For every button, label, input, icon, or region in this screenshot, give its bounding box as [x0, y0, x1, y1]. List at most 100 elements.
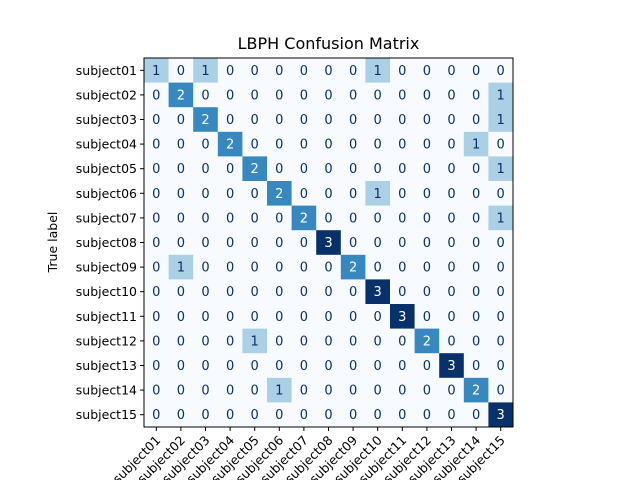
cell-value-label: 0 [275, 211, 283, 226]
cell-value-label: 0 [275, 236, 283, 251]
heatmap-cell [291, 304, 317, 329]
cell-value-label: 0 [177, 334, 185, 349]
heatmap-cell [365, 82, 391, 108]
cell-value-label: 3 [497, 408, 505, 423]
heatmap-cells: 1 0 1 0 0 0 0 0 0 1 0 0 0 0 0 0 2 0 0 0 0 0 0 0 0 0 0 0 0 1 0 0 2 0 0 0 0 0 0 0… [144, 58, 514, 428]
cell-value-label: 0 [349, 236, 357, 251]
cell-value-label: 0 [423, 408, 431, 423]
heatmap-cell [365, 279, 391, 305]
cell-value-label: 0 [201, 359, 209, 374]
heatmap-cell [193, 131, 219, 157]
cell-value-label: 0 [447, 64, 455, 79]
cell-value-label: 0 [152, 261, 160, 276]
cell-value-label: 0 [447, 261, 455, 276]
heatmap-cell [316, 279, 342, 305]
cell-value-label: 0 [447, 310, 455, 325]
heatmap-cell [488, 205, 514, 231]
cell-value-label: 0 [177, 236, 185, 251]
heatmap-cell [168, 279, 194, 305]
heatmap-cell [439, 58, 465, 83]
heatmap-cell [168, 304, 194, 329]
cell-value-label: 0 [472, 261, 480, 276]
heatmap-cell [144, 82, 169, 108]
y-tick-label: subject07 [76, 210, 137, 225]
cell-value-label: 0 [497, 138, 505, 153]
cell-value-label: 0 [251, 187, 259, 202]
heatmap-cell [340, 181, 366, 206]
cell-value-label: 0 [497, 261, 505, 276]
cell-value-label: 0 [275, 310, 283, 325]
cell-value-label: 0 [447, 408, 455, 423]
heatmap-cell [340, 82, 366, 108]
cell-value-label: 2 [226, 138, 234, 153]
cell-value-label: 0 [374, 408, 382, 423]
heatmap-cell [193, 254, 219, 280]
cell-value-label: 1 [201, 64, 209, 79]
cell-value-label: 0 [177, 138, 185, 153]
cell-value-label: 2 [177, 88, 185, 103]
heatmap-cell [217, 328, 243, 354]
cell-value-label: 0 [177, 384, 185, 399]
cell-value-label: 0 [201, 261, 209, 276]
heatmap-cell [316, 156, 342, 182]
cell-value-label: 0 [275, 64, 283, 79]
heatmap-cell [340, 156, 366, 182]
cell-value-label: 0 [324, 408, 332, 423]
cell-value-label: 0 [423, 64, 431, 79]
heatmap-cell [488, 107, 514, 133]
cell-value-label: 0 [447, 162, 455, 177]
cell-value-label: 0 [300, 359, 308, 374]
heatmap-cell [193, 353, 219, 379]
cell-value-label: 0 [201, 138, 209, 153]
cell-value-label: 1 [374, 187, 382, 202]
heatmap-cell [390, 205, 415, 231]
cell-value-label: 0 [251, 310, 259, 325]
heatmap-cell [217, 107, 243, 133]
cell-value-label: 0 [398, 359, 406, 374]
heatmap-cell [168, 58, 194, 83]
cell-value-label: 0 [152, 113, 160, 128]
heatmap-cell [193, 58, 219, 83]
cell-value-label: 0 [398, 88, 406, 103]
cell-value-label: 0 [374, 113, 382, 128]
cell-value-label: 0 [300, 64, 308, 79]
heatmap-cell [144, 304, 169, 329]
heatmap-cell [414, 353, 440, 379]
cell-value-label: 2 [423, 334, 431, 349]
cell-value-label: 0 [152, 310, 160, 325]
heatmap-cell [267, 328, 292, 354]
heatmap-cell [390, 254, 415, 280]
cell-value-label: 0 [349, 359, 357, 374]
cell-value-label: 0 [251, 285, 259, 300]
cell-value-label: 0 [324, 310, 332, 325]
heatmap-cell [168, 107, 194, 133]
heatmap-cell [414, 377, 440, 403]
heatmap-cell [439, 353, 465, 379]
heatmap-cell [267, 107, 292, 133]
heatmap-cell [291, 377, 317, 403]
cell-value-label: 0 [251, 236, 259, 251]
cell-value-label: 0 [497, 236, 505, 251]
cell-value-label: 0 [177, 408, 185, 423]
y-tick-label: subject14 [76, 383, 137, 398]
heatmap-cell [414, 402, 440, 428]
heatmap-cell [144, 58, 169, 83]
cell-value-label: 0 [324, 88, 332, 103]
cell-value-label: 0 [275, 113, 283, 128]
heatmap-cell [365, 131, 391, 157]
heatmap-cell [390, 181, 415, 206]
cell-value-label: 0 [275, 285, 283, 300]
cell-value-label: 0 [201, 384, 209, 399]
heatmap-cell [439, 304, 465, 329]
cell-value-label: 2 [251, 162, 259, 177]
cell-value-label: 0 [398, 236, 406, 251]
cell-value-label: 0 [275, 408, 283, 423]
heatmap-cell [267, 181, 292, 206]
heatmap-cell [365, 230, 391, 256]
heatmap-cell [340, 205, 366, 231]
cell-value-label: 0 [177, 310, 185, 325]
heatmap-cell [463, 279, 489, 305]
heatmap-cell [316, 58, 342, 83]
heatmap-cell [316, 328, 342, 354]
cell-value-label: 0 [447, 88, 455, 103]
